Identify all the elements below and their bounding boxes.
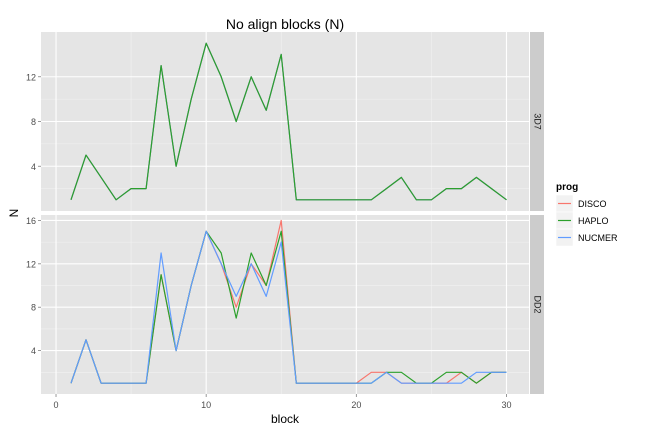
y-axis-label: N [7,209,21,218]
legend-label: DISCO [578,199,607,209]
panel-background [41,215,529,394]
series-line-nucmer-DD2 [70,230,507,384]
panel-DD2: 4 8 12 16 DD2 [26,215,544,394]
y-tick-label: 8 [31,303,36,313]
y-tick-label: 12 [26,259,36,269]
facet-strip-label: 3D7 [533,113,543,130]
facet-strip [530,32,544,211]
chart-title: No align blocks (N) [226,16,344,32]
y-tick-label: 16 [26,216,36,226]
y-tick-label: 4 [31,162,36,172]
x-axis-label: block [271,412,300,426]
y-tick-label: 4 [31,346,36,356]
y-tick-label: 8 [31,117,36,127]
x-axis: 0 10 20 30 [54,394,511,410]
y-tick-label: 12 [26,72,36,82]
legend-label: HAPLO [578,216,609,226]
x-tick-label: 20 [351,400,361,410]
facet-strip [530,215,544,394]
facet-strip-label: DD2 [533,295,543,313]
x-tick-label: 30 [501,400,511,410]
x-tick-label: 0 [54,400,59,410]
panels: 4 8 12 3D7 4 8 12 16 DD2 [26,32,544,394]
legend: prog DISCO HAPLO NUCMER [555,182,618,247]
x-tick-label: 10 [201,400,211,410]
legend-title: prog [556,182,578,193]
legend-label: NUCMER [578,233,618,243]
panel-3D7: 4 8 12 3D7 [26,32,544,211]
series-line-haplo-3D7 [70,42,507,201]
